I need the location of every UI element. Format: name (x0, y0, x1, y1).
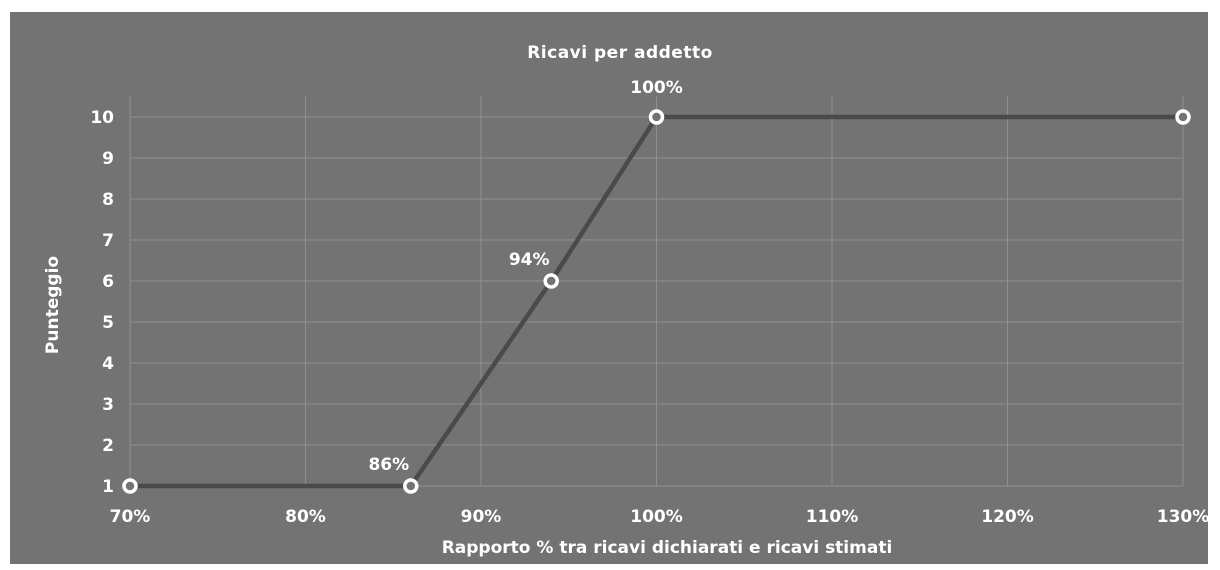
data-label-2: 94% (509, 250, 550, 270)
chart-title: Ricavi per addetto (527, 43, 713, 63)
x-axis-ticks: 70% 80% 90% 100% 110% 120% 130% (110, 507, 1208, 527)
data-label-1: 86% (368, 455, 409, 475)
line-chart: 1 2 3 4 5 6 7 8 9 10 70% 80% 90% 100% 110% 120% 130% 86… (43, 43, 1208, 558)
x-tick-label-90: 90% (461, 507, 502, 527)
x-tick-label-100: 100% (630, 507, 683, 527)
grid (129, 96, 1184, 487)
data-point-4 (1175, 109, 1191, 125)
y-tick-label-1: 1 (102, 477, 114, 497)
y-tick-label-9: 9 (102, 149, 114, 169)
y-tick-label-8: 8 (102, 190, 114, 210)
x-tick-label-80: 80% (285, 507, 326, 527)
data-label-3: 100% (630, 78, 683, 98)
series (122, 109, 1191, 494)
x-tick-label-110: 110% (806, 507, 859, 527)
x-tick-label-120: 120% (981, 507, 1034, 527)
data-labels: 86% 94% 100% (368, 78, 682, 475)
y-tick-label-3: 3 (102, 395, 114, 415)
data-point-3 (648, 109, 665, 125)
y-tick-label-7: 7 (102, 231, 114, 251)
data-point-1 (403, 478, 419, 494)
y-axis-title: Punteggio (43, 256, 63, 354)
x-axis-title: Rapporto % tra ricavi dichiarati e ricav… (442, 538, 893, 558)
y-axis-ticks: 1 2 3 4 5 6 7 8 9 10 (90, 108, 114, 497)
y-tick-label-5: 5 (102, 313, 114, 333)
y-tick-label-10: 10 (90, 108, 114, 128)
y-tick-label-2: 2 (102, 436, 114, 456)
y-tick-label-4: 4 (102, 354, 114, 374)
data-point-0 (122, 478, 138, 494)
data-point-2 (543, 273, 559, 289)
x-tick-label-70: 70% (110, 507, 151, 527)
chart-container: 1 2 3 4 5 6 7 8 9 10 70% 80% 90% 100% 110% 120% 130% 86… (10, 12, 1208, 564)
y-tick-label-6: 6 (102, 272, 114, 292)
x-tick-label-130: 130% (1157, 507, 1208, 527)
